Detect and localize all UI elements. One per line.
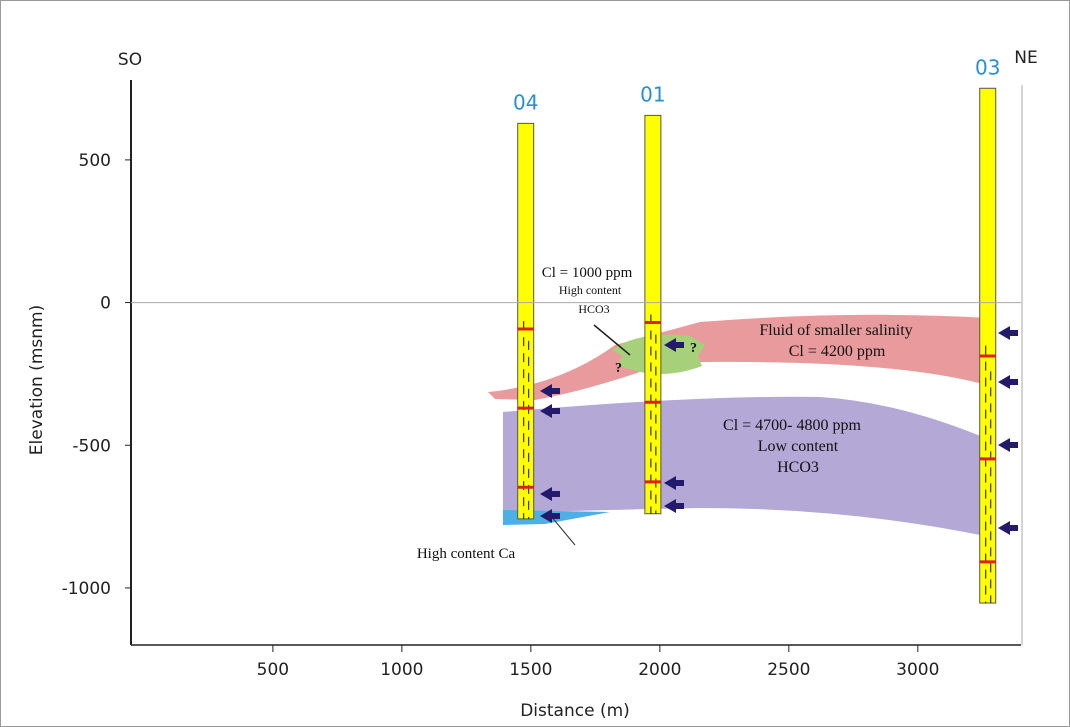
well bbox=[645, 115, 661, 513]
well-label: 04 bbox=[513, 90, 538, 114]
well-label: 01 bbox=[640, 82, 665, 106]
well bbox=[518, 123, 534, 519]
zone-label: HCO3 bbox=[578, 302, 609, 316]
y-tick-label: -1000 bbox=[62, 579, 111, 599]
question-mark: ? bbox=[690, 341, 697, 356]
y-tick-label: -500 bbox=[72, 436, 111, 456]
y-tick-label: 500 bbox=[79, 151, 111, 171]
zone-label: Cl = 1000 ppm bbox=[542, 265, 633, 281]
zone-label: Fluid of smaller salinity bbox=[759, 322, 912, 339]
y-axis-title: Elevation (msnm) bbox=[27, 305, 47, 455]
x-tick-label: 1500 bbox=[509, 660, 552, 680]
side-label: NE bbox=[1014, 48, 1037, 68]
zone-label: High content Ca bbox=[417, 546, 516, 562]
zone-label: Low content bbox=[758, 438, 839, 455]
zone-label: Cl = 4200 ppm bbox=[789, 343, 886, 360]
x-tick-label: 1000 bbox=[380, 660, 423, 680]
side-label: SO bbox=[118, 50, 142, 70]
question-mark: ? bbox=[615, 361, 622, 376]
x-tick-label: 2500 bbox=[767, 660, 810, 680]
y-tick-label: 0 bbox=[100, 294, 111, 314]
zone-label: High content bbox=[559, 283, 622, 297]
zone-label: HCO3 bbox=[777, 459, 819, 476]
zone-label: Cl = 4700- 4800 ppm bbox=[723, 417, 861, 434]
x-tick-label: 500 bbox=[257, 660, 289, 680]
well-label: 03 bbox=[975, 55, 1000, 79]
x-axis-title: Distance (m) bbox=[520, 701, 630, 721]
well bbox=[980, 88, 996, 603]
x-tick-label: 3000 bbox=[896, 660, 939, 680]
chart: 04 01 03 Cl = 1000 ppm High content HCO3 F… bbox=[0, 0, 1070, 727]
x-tick-label: 2000 bbox=[638, 660, 681, 680]
